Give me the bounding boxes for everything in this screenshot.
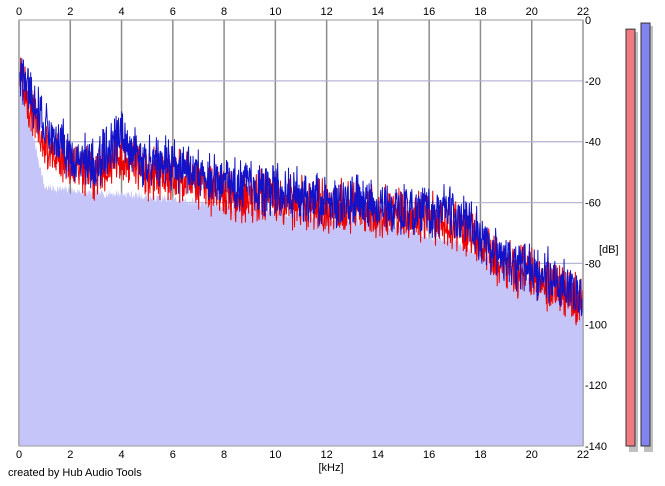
x-tick-label-bottom: 8 <box>221 449 227 461</box>
spectrum-fill-area <box>19 71 583 446</box>
y-tick-label: -20 <box>585 76 601 88</box>
y-tick-label: -100 <box>585 319 607 331</box>
x-tick-label-bottom: 12 <box>321 449 333 461</box>
x-axis-label: [kHz] <box>318 462 343 474</box>
level-meter-right <box>640 22 651 447</box>
x-tick-label-top: 4 <box>118 6 124 18</box>
x-tick-label-top: 22 <box>577 6 589 18</box>
x-tick-label-top: 2 <box>67 6 73 18</box>
y-tick-label: 0 <box>585 15 591 27</box>
x-tick-label-bottom: 2 <box>67 449 73 461</box>
x-tick-label-top: 6 <box>170 6 176 18</box>
x-tick-label-bottom: 22 <box>577 449 589 461</box>
level-meter-layer <box>625 22 653 453</box>
y-tick-label: -140 <box>585 441 607 453</box>
x-tick-label-top: 18 <box>474 6 486 18</box>
x-tick-label-top: 0 <box>16 6 22 18</box>
axis-layer: 002244668810101212141416161818202022220-… <box>16 6 619 474</box>
x-tick-label-bottom: 14 <box>372 449 384 461</box>
x-tick-label-bottom: 6 <box>170 449 176 461</box>
x-tick-label-bottom: 18 <box>474 449 486 461</box>
series-layer <box>18 57 584 326</box>
y-tick-label: -120 <box>585 380 607 392</box>
x-tick-label-top: 14 <box>372 6 384 18</box>
x-tick-label-top: 16 <box>423 6 435 18</box>
y-tick-label: -80 <box>585 258 601 270</box>
y-axis-label: [dB] <box>599 244 619 256</box>
credit-text: created by Hub Audio Tools <box>8 467 142 479</box>
x-tick-label-bottom: 16 <box>423 449 435 461</box>
x-tick-label-top: 10 <box>269 6 281 18</box>
y-tick-label: -40 <box>585 137 601 149</box>
spectrum-line-right <box>18 57 584 318</box>
plot-frame <box>18 19 584 447</box>
level-meter-left <box>625 28 636 447</box>
y-tick-label: -60 <box>585 198 601 210</box>
spectrum-fill-layer <box>19 71 583 446</box>
x-tick-label-bottom: 4 <box>118 449 124 461</box>
x-tick-label-bottom: 0 <box>16 449 22 461</box>
x-tick-label-bottom: 20 <box>526 449 538 461</box>
x-tick-label-top: 8 <box>221 6 227 18</box>
x-tick-label-bottom: 10 <box>269 449 281 461</box>
x-tick-label-top: 12 <box>321 6 333 18</box>
x-tick-label-top: 20 <box>526 6 538 18</box>
